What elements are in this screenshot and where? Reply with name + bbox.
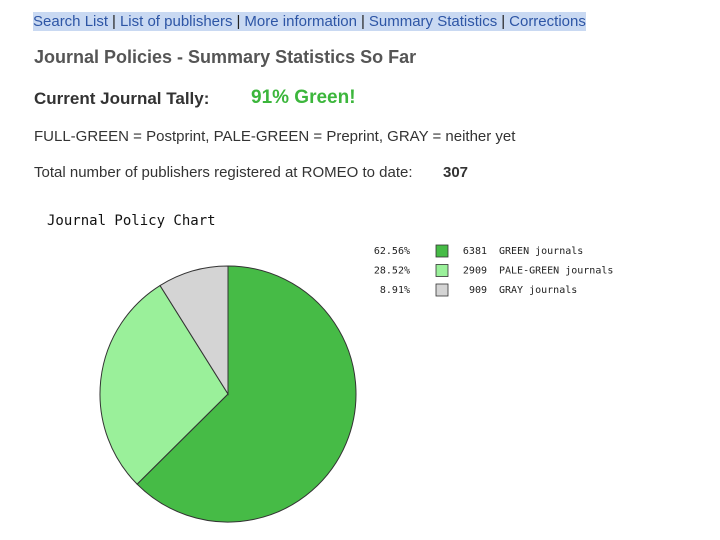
nav-separator: | <box>360 13 365 30</box>
legend-label: GRAY journals <box>499 285 577 296</box>
pie-slice <box>159 265 229 396</box>
nav-link[interactable]: Summary Statistics <box>368 13 498 30</box>
legend-percent: 62.56% <box>374 246 410 257</box>
publishers-label: Total number of publishers registered at… <box>34 164 413 181</box>
nav-link[interactable]: Search List <box>33 13 109 30</box>
key-text: FULL-GREEN = Postprint, PALE-GREEN = Pre… <box>34 128 516 145</box>
legend-swatch <box>435 244 449 258</box>
nav-bar: Search List | List of publishers | More info… <box>33 12 586 31</box>
nav-link[interactable]: More information <box>244 13 357 30</box>
legend-label: GREEN journals <box>499 246 583 257</box>
legend-percent: 28.52% <box>374 266 410 277</box>
chart-title: Journal Policy Chart <box>47 213 216 229</box>
tally-value: 91% Green! <box>251 87 356 108</box>
legend-count: 6381 <box>463 246 487 257</box>
legend-label: PALE-GREEN journals <box>499 266 613 277</box>
tally-label: Current Journal Tally: <box>34 89 210 108</box>
legend-count: 909 <box>469 285 487 296</box>
nav-link[interactable]: Corrections <box>509 13 586 30</box>
pie-slice <box>99 284 229 485</box>
pie-slice <box>136 265 357 523</box>
nav-separator: | <box>112 13 116 30</box>
page-heading: Journal Policies - Summary Statistics So… <box>34 47 417 67</box>
publishers-value: 307 <box>443 164 469 181</box>
nav-separator: | <box>501 13 506 30</box>
legend-percent: 8.91% <box>380 285 410 296</box>
legend-swatch <box>435 283 449 297</box>
legend-swatch <box>435 264 449 277</box>
legend-count: 2909 <box>463 266 487 277</box>
nav-separator: | <box>236 13 241 30</box>
nav-link[interactable]: List of publishers <box>119 13 233 30</box>
